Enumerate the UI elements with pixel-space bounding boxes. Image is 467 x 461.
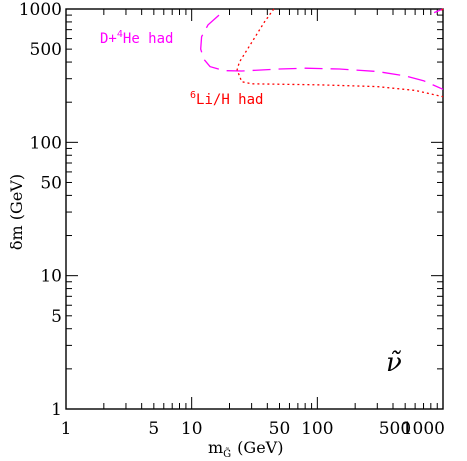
d-he4-label: D+4He had [100, 29, 173, 47]
axis-ticks [65, 8, 444, 410]
x-axis-title: mG̃ (GeV) [208, 438, 283, 460]
y-axis-title: δm (GeV) [7, 174, 26, 250]
y-tick-label: 10 [40, 267, 62, 287]
li6-h-had-line [439, 8, 444, 12]
y-tick-label: 1000 [19, 0, 62, 20]
y-tick-label: 1 [51, 400, 62, 420]
x-tick-label: 100 [301, 419, 333, 439]
x-tick-label: 500 [379, 419, 411, 439]
x-tick-label: 1 [61, 419, 72, 439]
particle-annotation: ν̃ [386, 348, 402, 378]
plot-frame [65, 8, 444, 410]
x-tick-label: 5 [148, 419, 159, 439]
x-tick-label: 10 [181, 419, 203, 439]
y-tick-label: 100 [30, 133, 62, 153]
x-tick-label: 50 [269, 419, 291, 439]
y-tick-label: 50 [40, 174, 62, 194]
y-tick-label: 500 [30, 40, 62, 60]
li6-h-had-line [236, 8, 444, 98]
d-he4-had-line [200, 14, 444, 90]
x-tick-label: 1000 [402, 419, 445, 439]
li6-h-label: 6Li/H had [190, 90, 263, 108]
series-lines [200, 8, 444, 98]
y-tick-label: 5 [51, 307, 62, 327]
